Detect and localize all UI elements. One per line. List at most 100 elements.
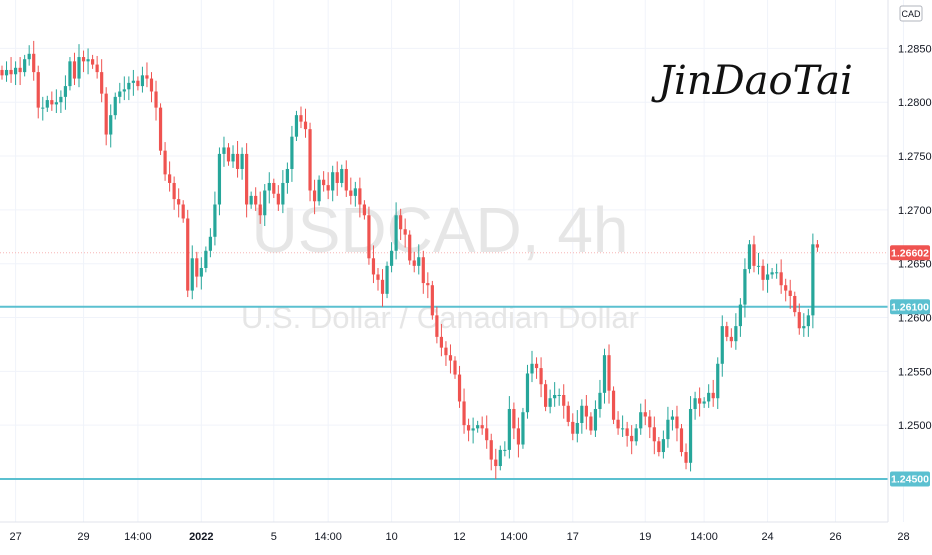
candle[interactable] [503, 441, 507, 457]
candle[interactable] [308, 122, 312, 202]
candle[interactable] [512, 402, 516, 440]
candle[interactable] [593, 400, 598, 437]
candle[interactable] [566, 401, 570, 427]
candle[interactable] [720, 315, 724, 377]
candle[interactable] [331, 165, 335, 202]
candle[interactable] [439, 323, 444, 357]
candle[interactable] [18, 57, 22, 86]
candle[interactable] [770, 267, 774, 279]
candle[interactable] [77, 44, 81, 88]
candle[interactable] [4, 61, 9, 82]
candle[interactable] [258, 191, 262, 224]
last-price-tag[interactable]: 1.26602 [890, 245, 930, 261]
candle[interactable] [371, 245, 376, 284]
candle[interactable] [544, 379, 548, 412]
candle[interactable] [793, 291, 797, 317]
candle[interactable] [521, 407, 525, 449]
candle[interactable] [86, 48, 90, 75]
candle[interactable] [534, 357, 539, 379]
candle[interactable] [734, 313, 738, 350]
candle[interactable] [444, 341, 448, 366]
candle[interactable] [457, 365, 462, 408]
candle[interactable] [630, 425, 634, 455]
candle[interactable] [140, 66, 145, 93]
candle[interactable] [598, 379, 602, 418]
candle[interactable] [68, 57, 72, 91]
candle[interactable] [36, 65, 40, 119]
candle[interactable] [380, 269, 385, 307]
candle[interactable] [326, 172, 330, 200]
candle[interactable] [729, 328, 733, 348]
candle[interactable] [738, 298, 742, 337]
candle[interactable] [448, 344, 453, 374]
candle[interactable] [797, 303, 801, 335]
candle[interactable] [802, 313, 806, 337]
candle[interactable] [100, 59, 104, 103]
candle[interactable] [81, 50, 86, 73]
candle[interactable] [688, 396, 693, 472]
candle[interactable] [45, 95, 49, 112]
candle[interactable] [625, 421, 629, 447]
candle[interactable] [548, 389, 552, 414]
candle[interactable] [13, 61, 18, 86]
candle[interactable] [145, 62, 149, 88]
candle[interactable] [235, 140, 240, 178]
candle[interactable] [408, 230, 412, 265]
candle[interactable] [752, 235, 756, 273]
candle[interactable] [580, 399, 584, 434]
candle[interactable] [466, 418, 471, 442]
candle[interactable] [684, 443, 688, 470]
candle[interactable] [652, 416, 656, 455]
candle[interactable] [208, 228, 212, 258]
candle[interactable] [702, 397, 706, 408]
candle[interactable] [417, 244, 421, 275]
candle[interactable] [634, 424, 638, 446]
candle[interactable] [693, 391, 697, 420]
candle[interactable] [136, 76, 140, 91]
candle[interactable] [32, 40, 36, 81]
candle[interactable] [747, 240, 752, 274]
candle[interactable] [290, 125, 294, 182]
candle[interactable] [276, 185, 280, 211]
candle[interactable] [104, 87, 108, 146]
candle[interactable] [190, 245, 194, 300]
level-price-tag[interactable]: 1.24500 [890, 471, 930, 487]
candle[interactable] [245, 143, 249, 218]
candle[interactable] [158, 103, 163, 155]
candle[interactable] [507, 396, 511, 459]
candle[interactable] [267, 172, 271, 204]
candle[interactable] [399, 208, 403, 241]
candle[interactable] [435, 306, 439, 344]
candle[interactable] [362, 200, 366, 220]
candle[interactable] [344, 160, 348, 197]
candle[interactable] [63, 75, 68, 110]
candle[interactable] [168, 161, 172, 192]
candle[interactable] [775, 263, 779, 279]
candle[interactable] [743, 258, 747, 318]
candle[interactable] [299, 106, 303, 129]
candle[interactable] [661, 430, 665, 459]
candle[interactable] [779, 259, 783, 294]
candle[interactable] [584, 394, 588, 430]
candle[interactable] [525, 364, 530, 419]
candle[interactable] [412, 251, 416, 273]
candle[interactable] [172, 176, 176, 210]
candle[interactable] [340, 164, 344, 188]
candle[interactable] [249, 191, 253, 209]
candle[interactable] [421, 250, 425, 294]
candle[interactable] [494, 448, 498, 479]
candle[interactable] [222, 136, 226, 167]
candle[interactable] [353, 181, 357, 207]
candle[interactable] [385, 261, 389, 299]
candle[interactable] [589, 412, 593, 435]
candle[interactable] [118, 82, 122, 104]
candle[interactable] [815, 240, 819, 252]
candle[interactable] [122, 76, 126, 101]
candle[interactable] [811, 233, 815, 329]
candle[interactable] [657, 436, 661, 457]
candle[interactable] [666, 406, 670, 448]
candle[interactable] [498, 445, 502, 471]
candle[interactable] [602, 348, 607, 404]
candle[interactable] [322, 171, 326, 192]
